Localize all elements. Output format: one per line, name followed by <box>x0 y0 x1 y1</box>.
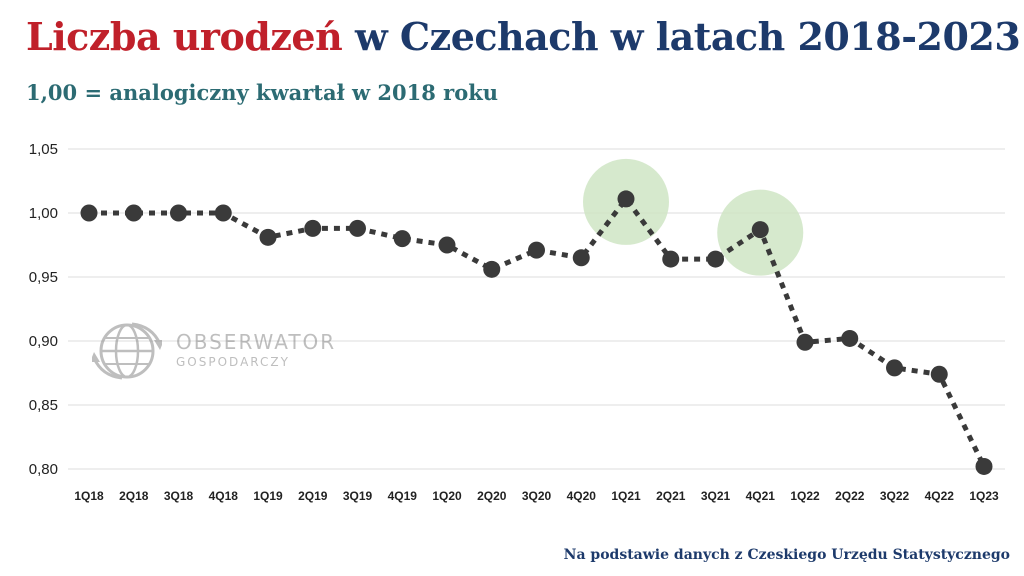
x-tick-label: 4Q22 <box>925 489 955 503</box>
data-point <box>80 204 98 222</box>
data-point <box>662 250 680 268</box>
x-tick-label: 4Q21 <box>746 489 776 503</box>
x-tick-label: 1Q23 <box>969 489 999 503</box>
data-point <box>393 230 411 248</box>
x-tick-label: 2Q18 <box>119 489 149 503</box>
x-tick-label: 3Q19 <box>343 489 373 503</box>
chart-title-highlight: Liczba urodzeń <box>26 14 343 59</box>
x-tick-label: 1Q20 <box>432 489 462 503</box>
data-point <box>528 241 545 259</box>
chart-subtitle: 1,00 = analogiczny kwartał w 2018 roku <box>26 80 499 105</box>
x-tick-label: 1Q22 <box>790 489 820 503</box>
data-point <box>125 204 143 222</box>
data-point <box>751 221 769 239</box>
x-tick-label: 4Q19 <box>388 489 418 503</box>
data-points <box>80 190 993 475</box>
x-axis-ticks: 1Q18 2Q18 3Q18 4Q18 1Q19 2Q19 3Q19 4Q19 1Q20 2Q20… <box>74 489 999 503</box>
x-tick-label: 3Q18 <box>164 489 194 503</box>
x-tick-label: 2Q21 <box>656 489 686 503</box>
data-point <box>214 204 232 222</box>
grid-lines <box>68 148 1005 470</box>
chart-title: Liczba urodzeń w Czechach w latach 2018-… <box>26 14 1021 59</box>
x-tick-label: 3Q20 <box>522 489 552 503</box>
x-tick-label: 4Q18 <box>209 489 239 503</box>
data-point <box>438 236 456 254</box>
data-point <box>617 190 635 208</box>
y-tick-label: 0,90 <box>29 333 58 350</box>
data-point <box>975 457 993 475</box>
data-point <box>707 250 724 268</box>
data-point <box>841 329 859 347</box>
y-tick-label: 1,05 <box>29 141 58 158</box>
data-point <box>572 249 590 267</box>
chart-title-rest: w Czechach w latach 2018-2023 <box>342 14 1021 59</box>
x-tick-label: 1Q21 <box>611 489 641 503</box>
data-point <box>886 359 903 377</box>
x-tick-label: 1Q19 <box>253 489 283 503</box>
x-tick-label: 1Q18 <box>74 489 104 503</box>
watermark-subtitle: GOSPODARCZY <box>176 355 290 369</box>
data-point <box>483 260 501 278</box>
highlight-circles <box>583 158 804 276</box>
y-tick-label: 0,80 <box>29 461 58 478</box>
data-point <box>259 228 277 246</box>
y-axis-ticks: 0,80 0,85 0,90 0,95 1,00 1,05 <box>29 141 58 478</box>
globe-arrows-icon <box>92 322 162 380</box>
y-tick-label: 0,95 <box>29 269 58 286</box>
data-point <box>796 333 814 351</box>
y-tick-label: 1,00 <box>29 205 58 222</box>
x-tick-label: 3Q22 <box>880 489 910 503</box>
x-tick-label: 4Q20 <box>567 489 597 503</box>
data-point <box>304 219 322 237</box>
data-point <box>349 219 366 237</box>
data-point <box>170 204 187 222</box>
x-tick-label: 2Q20 <box>477 489 507 503</box>
source-note: Na podstawie danych z Czeskiego Urzędu S… <box>563 547 1010 563</box>
x-tick-label: 2Q22 <box>835 489 865 503</box>
data-point <box>930 365 948 383</box>
watermark-name: OBSERWATOR <box>176 330 337 354</box>
x-tick-label: 2Q19 <box>298 489 328 503</box>
x-tick-label: 3Q21 <box>701 489 731 503</box>
y-tick-label: 0,85 <box>29 397 58 414</box>
watermark: OBSERWATOR GOSPODARCZY <box>92 318 342 384</box>
